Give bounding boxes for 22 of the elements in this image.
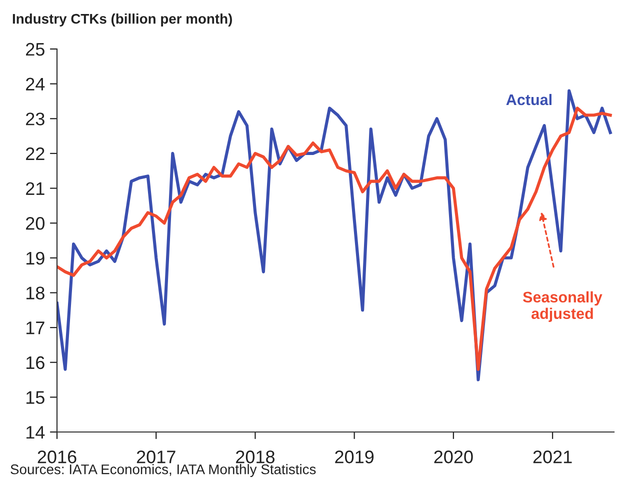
x-tick-label: 2017 (136, 450, 176, 464)
y-tick-label: 18 (26, 286, 44, 300)
y-tick-label: 20 (26, 217, 44, 230)
x-tick-label: 2018 (236, 450, 275, 464)
y-tick-label: 14 (26, 426, 45, 439)
source-note: Sources: IATA Economics, IATA Monthly Statistics (10, 464, 316, 477)
series-label: Actual (506, 94, 552, 106)
chart-title: Industry CTKs (billion per month) (12, 14, 232, 26)
y-tick-label: 25 (26, 42, 44, 56)
x-tick-label: 2019 (335, 450, 374, 464)
y-tick-label: 16 (26, 356, 44, 370)
x-tick-label: 2016 (38, 450, 76, 464)
y-tick-label: 23 (26, 112, 44, 126)
x-tick-label: 2021 (533, 450, 572, 464)
y-tick-label: 22 (26, 147, 44, 160)
y-tick-label: 19 (26, 252, 44, 265)
text: Seasonally adjusted (522, 291, 602, 322)
y-tick-label: 21 (26, 182, 44, 195)
x-tick-label: 2020 (434, 450, 473, 464)
y-tick-label: 24 (26, 78, 45, 90)
y-tick-label: 15 (26, 391, 44, 404)
y-tick-label: 17 (26, 322, 44, 334)
